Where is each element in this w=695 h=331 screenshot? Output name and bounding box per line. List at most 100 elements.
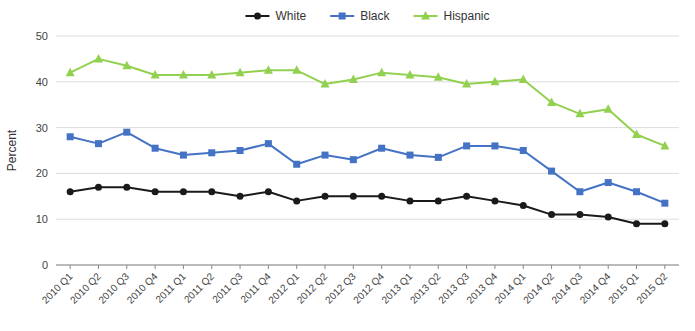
legend-marker [254,13,261,20]
marker [378,193,385,200]
marker [633,220,640,227]
marker [633,188,640,195]
x-tick [409,265,410,269]
marker [292,65,301,74]
grid-line [56,219,679,220]
marker [661,220,668,227]
series [67,129,669,207]
grid-line [56,265,679,266]
marker [547,97,556,106]
x-tick [579,265,580,269]
legend-item: White [245,9,306,23]
marker [377,68,386,77]
x-tick [211,265,212,269]
marker [491,142,498,149]
series-line [70,187,665,224]
x-tick [551,265,552,269]
legend-label: White [275,9,306,23]
x-tick [325,265,326,269]
marker [293,197,300,204]
marker [293,161,300,168]
marker [179,70,188,79]
marker [434,72,443,81]
marker [237,147,244,154]
marker [490,77,499,86]
marker [520,147,527,154]
y-tick-label: 20 [36,167,48,179]
x-tick [296,265,297,269]
marker [237,193,244,200]
x-tick [155,265,156,269]
marker [548,211,555,218]
marker [322,193,329,200]
marker [152,188,159,195]
x-axis-line [56,265,679,266]
x-tick-label: 2011 Q1 [153,270,188,305]
x-tick [381,265,382,269]
x-tick [523,265,524,269]
marker [405,70,414,79]
marker [660,141,669,150]
marker [67,133,74,140]
y-axis-label: Percent [5,129,19,171]
legend-label: Hispanic [444,9,490,23]
marker [463,193,470,200]
marker [67,188,74,195]
x-tick [98,265,99,269]
grid-line [56,127,679,128]
y-tick-label: 30 [36,122,48,134]
y-axis: 01020304050 [36,30,679,271]
x-tick [636,265,637,269]
x-tick [466,265,467,269]
marker [435,154,442,161]
marker [350,193,357,200]
series-line [70,59,665,146]
series [66,54,670,150]
legend-label: Black [360,9,390,23]
marker [632,129,641,138]
series-line [70,132,665,203]
marker [519,75,528,84]
marker [604,104,613,113]
marker [520,202,527,209]
marker [576,211,583,218]
series [67,184,669,228]
marker [321,79,330,88]
x-tick [183,265,184,269]
marker [322,152,329,159]
marker [265,140,272,147]
legend: White Black Hispanic [245,9,489,23]
y-tick-label: 0 [42,259,48,271]
marker [152,145,159,152]
marker [576,188,583,195]
x-tick [664,265,665,269]
marker [605,179,612,186]
marker [95,184,102,191]
marker [349,75,358,84]
marker [151,70,160,79]
marker [463,142,470,149]
x-tick-label: 2010 Q4 [125,270,160,305]
y-tick-label: 50 [36,30,48,42]
y-tick-label: 40 [36,76,48,88]
x-tick [126,265,127,269]
x-tick [438,265,439,269]
legend-marker [421,11,430,20]
legend-item: Hispanic [414,9,490,23]
marker [264,65,273,74]
marker [605,213,612,220]
marker [208,149,215,156]
marker [406,197,413,204]
marker [123,129,130,136]
legend-marker [339,13,346,20]
marker [180,188,187,195]
marker [236,68,245,77]
marker [180,152,187,159]
x-tick [608,265,609,269]
x-tick [70,265,71,269]
marker [95,140,102,147]
x-tick-label: 2011 Q3 [210,270,245,305]
chart: 01020304050Percent2010 Q12010 Q22010 Q32… [0,0,695,331]
marker [208,188,215,195]
legend-item: Black [330,9,390,23]
